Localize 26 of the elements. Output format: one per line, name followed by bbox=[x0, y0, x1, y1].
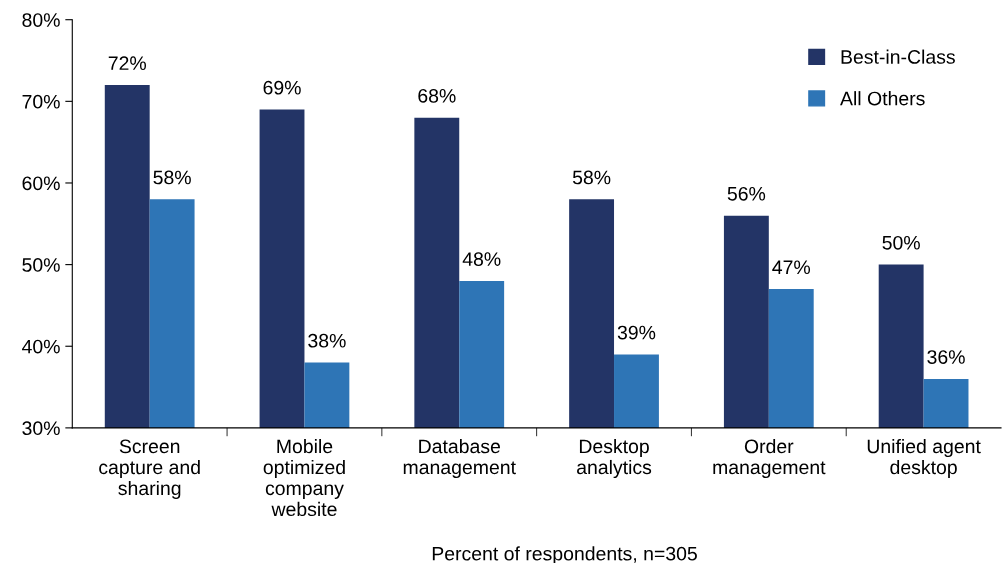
y-tick-label: 50% bbox=[22, 258, 60, 272]
data-label: 69% bbox=[263, 80, 301, 95]
x-tick-label: Mobile optimized company website bbox=[263, 438, 345, 517]
data-label: 58% bbox=[153, 170, 191, 185]
data-label: 48% bbox=[462, 252, 501, 266]
data-label: 72% bbox=[108, 56, 146, 70]
data-label: 36% bbox=[927, 350, 965, 364]
x-tick-label: Order management bbox=[713, 438, 826, 479]
x-tick-label: Database management bbox=[403, 438, 516, 479]
y-tick-label: 30% bbox=[22, 421, 60, 436]
data-label: 58% bbox=[572, 170, 611, 185]
y-tick-label: 80% bbox=[22, 13, 60, 27]
y-tick-label: 70% bbox=[22, 94, 60, 109]
data-label: 50% bbox=[882, 235, 920, 250]
data-label: 56% bbox=[727, 186, 766, 201]
x-tick-label: Desktop analytics bbox=[577, 438, 652, 479]
y-tick-label: 40% bbox=[22, 339, 60, 354]
legend-label: Best-in-Class bbox=[841, 49, 955, 64]
y-tick-label: 60% bbox=[22, 176, 60, 191]
legend-label: All Others bbox=[840, 91, 925, 106]
data-label: 38% bbox=[308, 333, 346, 348]
data-label: 47% bbox=[772, 260, 811, 275]
x-tick-label: Screen capture and sharing bbox=[99, 439, 200, 500]
data-label: 39% bbox=[617, 325, 656, 340]
data-label: 68% bbox=[418, 88, 456, 103]
x-tick-label: Unified agent desktop bbox=[867, 438, 981, 479]
